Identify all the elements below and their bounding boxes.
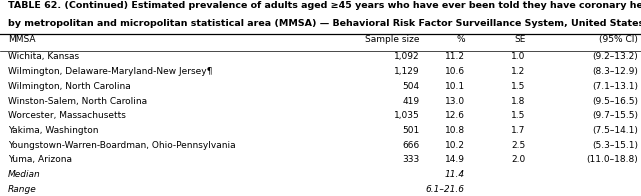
Text: 1,035: 1,035 <box>394 111 420 120</box>
Text: Winston-Salem, North Carolina: Winston-Salem, North Carolina <box>8 96 147 105</box>
Text: MMSA: MMSA <box>8 35 35 44</box>
Text: Yuma, Arizona: Yuma, Arizona <box>8 155 72 164</box>
Text: 2.5: 2.5 <box>512 141 526 150</box>
Text: 1,129: 1,129 <box>394 67 420 76</box>
Text: Wilmington, Delaware-Maryland-New Jersey¶: Wilmington, Delaware-Maryland-New Jersey… <box>8 67 212 76</box>
Text: Worcester, Massachusetts: Worcester, Massachusetts <box>8 111 126 120</box>
Text: Median: Median <box>8 170 40 179</box>
Text: 1.7: 1.7 <box>512 126 526 135</box>
Text: 501: 501 <box>403 126 420 135</box>
Text: Wilmington, North Carolina: Wilmington, North Carolina <box>8 82 130 91</box>
Text: 12.6: 12.6 <box>445 111 465 120</box>
Text: 333: 333 <box>403 155 420 164</box>
Text: Sample size: Sample size <box>365 35 420 44</box>
Text: Wichita, Kansas: Wichita, Kansas <box>8 52 79 61</box>
Text: 666: 666 <box>403 141 420 150</box>
Text: 1,092: 1,092 <box>394 52 420 61</box>
Text: Yakima, Washington: Yakima, Washington <box>8 126 98 135</box>
Text: 11.4: 11.4 <box>445 170 465 179</box>
Text: 1.5: 1.5 <box>512 82 526 91</box>
Text: 1.2: 1.2 <box>512 67 526 76</box>
Text: SE: SE <box>514 35 526 44</box>
Text: by metropolitan and micropolitan statistical area (MMSA) — Behavioral Risk Facto: by metropolitan and micropolitan statist… <box>8 19 641 28</box>
Text: 10.2: 10.2 <box>445 141 465 150</box>
Text: 1.5: 1.5 <box>512 111 526 120</box>
Text: 1.0: 1.0 <box>512 52 526 61</box>
Text: 10.8: 10.8 <box>445 126 465 135</box>
Text: %: % <box>456 35 465 44</box>
Text: (9.5–16.5): (9.5–16.5) <box>592 96 638 105</box>
Text: Youngstown-Warren-Boardman, Ohio-Pennsylvania: Youngstown-Warren-Boardman, Ohio-Pennsyl… <box>8 141 235 150</box>
Text: (9.7–15.5): (9.7–15.5) <box>592 111 638 120</box>
Text: 13.0: 13.0 <box>445 96 465 105</box>
Text: 504: 504 <box>403 82 420 91</box>
Text: Range: Range <box>8 185 37 194</box>
Text: 10.6: 10.6 <box>445 67 465 76</box>
Text: 2.0: 2.0 <box>512 155 526 164</box>
Text: (7.5–14.1): (7.5–14.1) <box>592 126 638 135</box>
Text: TABLE 62. (Continued) Estimated prevalence of adults aged ≥45 years who have eve: TABLE 62. (Continued) Estimated prevalen… <box>8 1 641 10</box>
Text: (9.2–13.2): (9.2–13.2) <box>592 52 638 61</box>
Text: 10.1: 10.1 <box>445 82 465 91</box>
Text: 11.2: 11.2 <box>445 52 465 61</box>
Text: (95% CI): (95% CI) <box>599 35 638 44</box>
Text: 419: 419 <box>403 96 420 105</box>
Text: (11.0–18.8): (11.0–18.8) <box>586 155 638 164</box>
Text: 6.1–21.6: 6.1–21.6 <box>426 185 465 194</box>
Text: 1.8: 1.8 <box>512 96 526 105</box>
Text: 14.9: 14.9 <box>445 155 465 164</box>
Text: (8.3–12.9): (8.3–12.9) <box>592 67 638 76</box>
Text: (5.3–15.1): (5.3–15.1) <box>592 141 638 150</box>
Text: (7.1–13.1): (7.1–13.1) <box>592 82 638 91</box>
